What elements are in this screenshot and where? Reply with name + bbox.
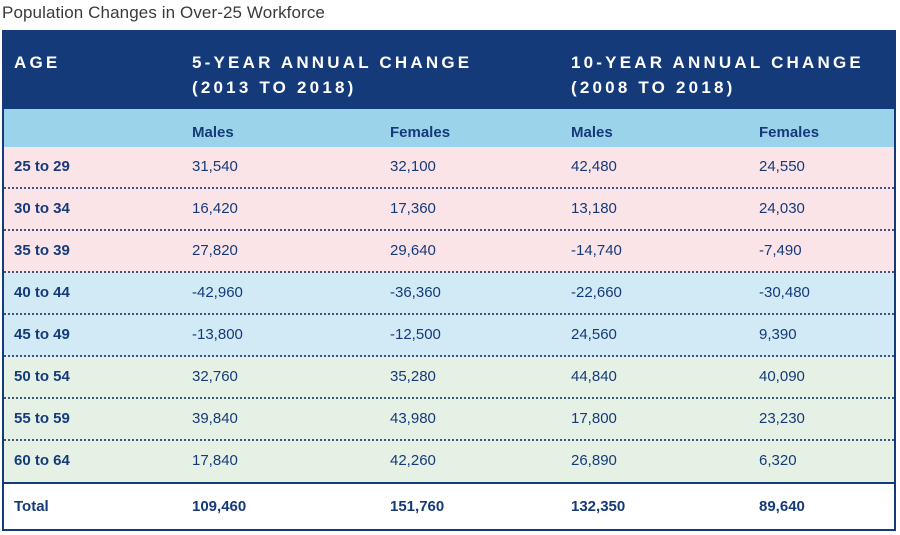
row-value: 17,840	[192, 452, 238, 469]
row-value: 23,230	[759, 410, 805, 427]
header-5-year-line2: (2013 TO 2018)	[192, 78, 357, 97]
subheader-females-10yr: Females	[759, 124, 820, 141]
row-age: 50 to 54	[14, 368, 70, 385]
subheader-males-10yr: Males	[571, 124, 613, 141]
row-value: 24,030	[759, 200, 805, 217]
header-age: AGE	[14, 53, 61, 72]
row-value: -14,740	[571, 242, 622, 259]
table-row: 35 to 39 27,820 29,640 -14,740 -7,490	[4, 231, 894, 273]
row-value: 9,390	[759, 326, 797, 343]
table-row: 45 to 49 -13,800 -12,500 24,560 9,390	[4, 315, 894, 357]
header-5-year: 5-YEAR ANNUAL CHANGE (2013 TO 2018)	[192, 50, 472, 100]
row-age: 25 to 29	[14, 158, 70, 175]
total-row: Total 109,460 151,760 132,350 89,640	[4, 484, 894, 529]
row-value: 32,100	[390, 158, 436, 175]
row-value: 24,550	[759, 158, 805, 175]
row-value: 17,360	[390, 200, 436, 217]
subheader-males-5yr: Males	[192, 124, 234, 141]
row-value: 42,480	[571, 158, 617, 175]
row-value: 42,260	[390, 452, 436, 469]
header-5-year-line1: 5-YEAR ANNUAL CHANGE	[192, 53, 473, 72]
row-value: 43,980	[390, 410, 436, 427]
row-age: 60 to 64	[14, 452, 70, 469]
table-row: 30 to 34 16,420 17,360 13,180 24,030	[4, 189, 894, 231]
table-row: 25 to 29 31,540 32,100 42,480 24,550	[4, 147, 894, 189]
row-age: 35 to 39	[14, 242, 70, 259]
row-value: -13,800	[192, 326, 243, 343]
table-subheader: Males Females Males Females	[4, 109, 894, 147]
row-value: -36,360	[390, 284, 441, 301]
row-value: 32,760	[192, 368, 238, 385]
row-value: 39,840	[192, 410, 238, 427]
row-value: 40,090	[759, 368, 805, 385]
table-row: 50 to 54 32,760 35,280 44,840 40,090	[4, 357, 894, 399]
table-row: 60 to 64 17,840 42,260 26,890 6,320	[4, 441, 894, 484]
row-value: -42,960	[192, 284, 243, 301]
table-row: 55 to 59 39,840 43,980 17,800 23,230	[4, 399, 894, 441]
row-value: 6,320	[759, 452, 797, 469]
header-10-year: 10-YEAR ANNUAL CHANGE (2008 TO 2018)	[571, 50, 864, 100]
row-value: 24,560	[571, 326, 617, 343]
row-value: 17,800	[571, 410, 617, 427]
row-value: -30,480	[759, 284, 810, 301]
population-table: AGE 5-YEAR ANNUAL CHANGE (2013 TO 2018) …	[2, 30, 896, 531]
row-value: 26,890	[571, 452, 617, 469]
row-value: 27,820	[192, 242, 238, 259]
row-value: -12,500	[390, 326, 441, 343]
total-value: 132,350	[571, 498, 626, 515]
table-title: Population Changes in Over-25 Workforce	[2, 3, 325, 22]
table-row: 40 to 44 -42,960 -36,360 -22,660 -30,480	[4, 273, 894, 315]
header-10-year-line2: (2008 TO 2018)	[571, 78, 736, 97]
row-age: 45 to 49	[14, 326, 70, 343]
row-value: 16,420	[192, 200, 238, 217]
total-value: 109,460	[192, 498, 247, 515]
row-value: 44,840	[571, 368, 617, 385]
row-value: -22,660	[571, 284, 622, 301]
subheader-females-5yr: Females	[390, 124, 451, 141]
table-header: AGE 5-YEAR ANNUAL CHANGE (2013 TO 2018) …	[4, 30, 894, 109]
row-value: 35,280	[390, 368, 436, 385]
header-10-year-line1: 10-YEAR ANNUAL CHANGE	[571, 53, 864, 72]
row-age: 30 to 34	[14, 200, 70, 217]
row-age: 40 to 44	[14, 284, 70, 301]
total-label: Total	[14, 498, 49, 515]
row-value: -7,490	[759, 242, 802, 259]
row-value: 31,540	[192, 158, 238, 175]
total-value: 151,760	[390, 498, 445, 515]
row-value: 13,180	[571, 200, 617, 217]
row-value: 29,640	[390, 242, 436, 259]
total-value: 89,640	[759, 498, 805, 515]
row-age: 55 to 59	[14, 410, 70, 427]
